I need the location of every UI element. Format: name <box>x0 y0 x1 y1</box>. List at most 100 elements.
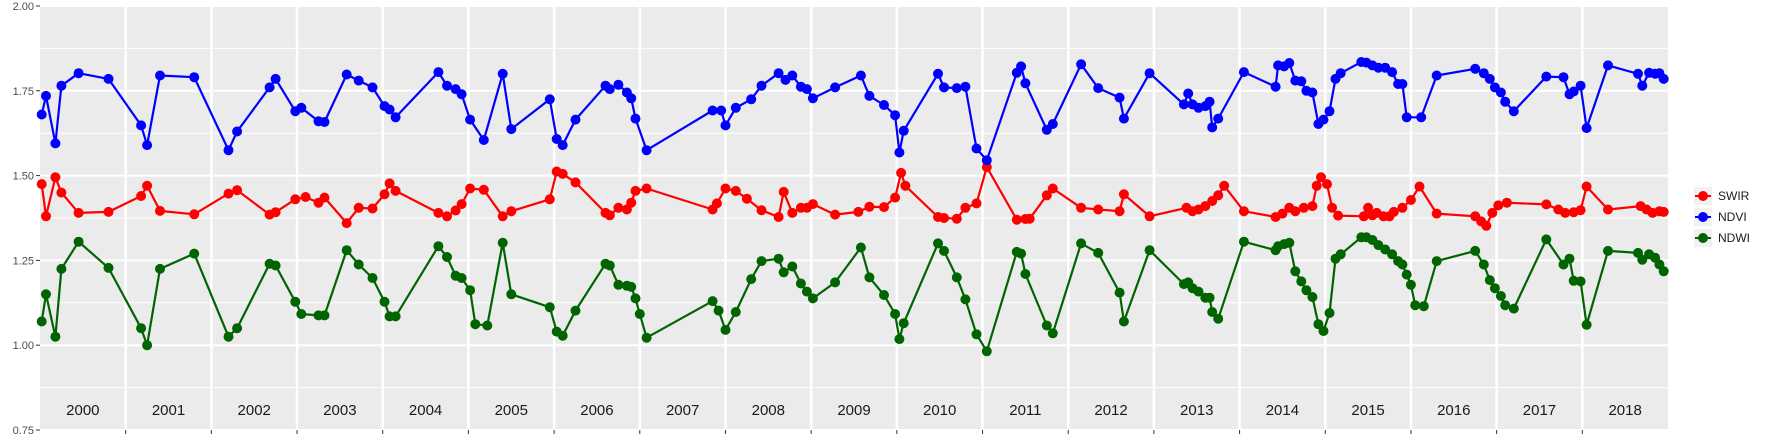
data-point <box>756 80 767 91</box>
data-point <box>433 207 444 218</box>
data-point <box>1118 189 1129 200</box>
data-point <box>1405 279 1416 290</box>
data-point <box>482 320 493 331</box>
data-point <box>341 218 352 229</box>
series-layer <box>36 57 1669 357</box>
data-point <box>951 83 962 94</box>
data-point <box>73 236 84 247</box>
data-point <box>103 206 114 217</box>
data-point <box>1633 68 1643 79</box>
y-axis: 0.75 1.00 1.25 1.50 1.75 2.00 <box>13 1 1583 437</box>
data-point <box>787 207 798 218</box>
y-tick-label: 1.75 <box>13 86 34 98</box>
data-point <box>981 346 992 357</box>
data-point <box>478 184 489 195</box>
data-point <box>830 277 841 288</box>
legend-item-swir: SWIR <box>1694 187 1750 205</box>
data-point <box>773 68 784 79</box>
data-point <box>1335 68 1346 79</box>
data-point <box>296 309 307 319</box>
data-point <box>773 253 784 264</box>
data-point <box>778 267 789 278</box>
year-labels: 2000 2001 2002 2003 2004 2005 2006 2007 2008 2009… <box>66 402 1642 419</box>
data-point <box>939 245 949 256</box>
data-point <box>232 126 243 137</box>
data-point <box>720 183 731 194</box>
data-point <box>1313 319 1324 330</box>
data-point <box>570 177 581 188</box>
year-label: 2003 <box>323 402 356 419</box>
year-label: 2011 <box>1009 402 1041 419</box>
data-point <box>960 294 971 305</box>
data-point <box>1387 249 1398 260</box>
year-label: 2016 <box>1437 402 1470 419</box>
data-point <box>716 105 727 116</box>
data-point <box>557 330 568 341</box>
data-point <box>367 82 378 93</box>
data-point <box>707 296 718 307</box>
data-point <box>50 172 61 183</box>
data-point <box>1603 204 1613 215</box>
data-point <box>1363 202 1374 213</box>
data-point <box>864 272 875 283</box>
data-point <box>155 70 165 81</box>
data-point <box>890 110 901 121</box>
data-point <box>1568 86 1579 97</box>
data-point <box>1144 211 1155 222</box>
data-point <box>544 194 555 205</box>
data-point <box>879 202 889 213</box>
data-point <box>300 192 311 202</box>
data-point <box>1414 181 1425 192</box>
data-point <box>1284 237 1295 248</box>
data-point <box>1183 88 1194 99</box>
data-point <box>1207 122 1218 133</box>
data-point <box>1358 211 1369 222</box>
data-point <box>1324 106 1335 117</box>
data-point <box>1193 286 1204 297</box>
y-tick-label: 1.00 <box>13 340 34 352</box>
data-point <box>1388 206 1399 217</box>
data-point <box>497 68 508 79</box>
data-point <box>142 340 153 351</box>
year-label: 2005 <box>495 402 528 419</box>
series-ndvi <box>36 57 1669 166</box>
data-point <box>1238 236 1249 247</box>
data-point <box>1658 73 1669 84</box>
data-point <box>50 331 61 342</box>
legend-key-point <box>1698 191 1708 201</box>
data-point <box>142 180 153 191</box>
data-point <box>960 81 971 92</box>
data-point <box>353 75 364 86</box>
data-point <box>1431 70 1442 81</box>
data-point <box>319 117 330 127</box>
data-point <box>319 192 330 203</box>
legend-label: NDVI <box>1718 210 1747 224</box>
data-point <box>1401 269 1412 280</box>
data-point <box>951 272 962 283</box>
year-label: 2010 <box>923 402 956 419</box>
data-point <box>41 289 51 300</box>
year-label: 2000 <box>66 402 99 419</box>
data-point <box>1387 67 1398 78</box>
data-point <box>1327 202 1338 213</box>
data-point <box>1470 63 1481 74</box>
data-point <box>142 140 153 151</box>
year-label: 2002 <box>238 402 271 419</box>
data-point <box>830 82 841 93</box>
year-label: 2013 <box>1180 402 1213 419</box>
data-point <box>1207 307 1218 317</box>
data-point <box>1318 114 1329 125</box>
data-point <box>544 302 555 313</box>
data-point <box>855 70 866 81</box>
data-point <box>1011 214 1022 225</box>
data-point <box>384 104 395 115</box>
data-point <box>557 168 568 179</box>
data-point <box>604 260 615 271</box>
data-point <box>1541 234 1552 245</box>
data-point <box>746 274 757 285</box>
data-point <box>1307 201 1318 212</box>
data-point <box>456 273 467 283</box>
data-point <box>367 273 378 283</box>
data-point <box>898 125 909 136</box>
data-point <box>1076 238 1087 249</box>
